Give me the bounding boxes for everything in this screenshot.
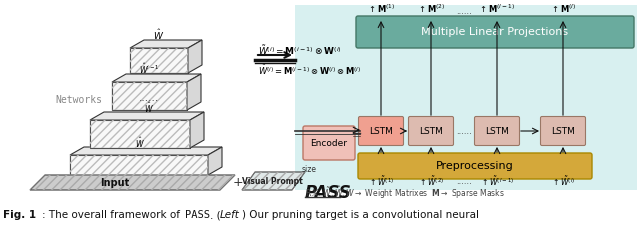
Text: $\uparrow\mathbf{M}^{(l-1)}$: $\uparrow\mathbf{M}^{(l-1)}$: [478, 2, 516, 15]
Text: $\hat{W}$: $\hat{W}$: [135, 136, 145, 150]
Text: LSTM: LSTM: [551, 126, 575, 136]
Text: Preprocessing: Preprocessing: [436, 161, 514, 171]
Polygon shape: [90, 112, 204, 120]
Text: Networks: Networks: [55, 95, 102, 105]
Text: $\hat{W}^{(i)} = \mathbf{M}^{(i-1)} \otimes \mathbf{W}^{(i)} \otimes \mathbf{M}^: $\hat{W}^{(i)} = \mathbf{M}^{(i-1)} \oti…: [258, 63, 362, 77]
FancyBboxPatch shape: [295, 5, 637, 190]
Text: $\hat{W}$: $\hat{W}$: [154, 27, 164, 42]
FancyBboxPatch shape: [358, 116, 403, 146]
Text: ......: ......: [139, 93, 159, 103]
Polygon shape: [112, 82, 187, 110]
Text: $\uparrow\tilde{W}^{(l)}$: $\uparrow\tilde{W}^{(l)}$: [551, 174, 575, 188]
Polygon shape: [130, 40, 202, 48]
Text: ) Our pruning target is a convolutional neural: ) Our pruning target is a convolutional …: [242, 210, 479, 220]
Text: ......: ......: [456, 7, 472, 16]
Text: $\tilde{W}^{(i)} = \mathbf{M}^{(i-1)} \otimes \mathbf{W}^{(i)}$: $\tilde{W}^{(i)} = \mathbf{M}^{(i-1)} \o…: [258, 43, 342, 57]
FancyBboxPatch shape: [303, 126, 355, 160]
Text: : The overall framework of: : The overall framework of: [42, 210, 183, 220]
FancyBboxPatch shape: [358, 153, 592, 179]
Text: $\hat{W}^{i-1}$: $\hat{W}^{i-1}$: [139, 62, 159, 76]
Polygon shape: [112, 74, 201, 82]
Text: $\uparrow\mathbf{M}^{(2)}$: $\uparrow\mathbf{M}^{(2)}$: [417, 2, 445, 15]
Polygon shape: [90, 120, 190, 148]
Polygon shape: [208, 147, 222, 175]
FancyBboxPatch shape: [408, 116, 454, 146]
Text: PASS: PASS: [185, 210, 210, 220]
FancyBboxPatch shape: [474, 116, 520, 146]
Text: Fig. 1: Fig. 1: [3, 210, 36, 220]
Text: LSTM: LSTM: [419, 126, 443, 136]
Polygon shape: [70, 147, 222, 155]
Text: Visual Prompt: Visual Prompt: [242, 177, 302, 185]
Text: $\uparrow\mathbf{M}^{(l)}$: $\uparrow\mathbf{M}^{(l)}$: [550, 2, 576, 15]
Text: +: +: [233, 177, 243, 190]
Text: R.K. $\tilde{W}, \hat{W}, W \rightarrow$ Weight Matrixes  $\mathbf{M} \rightarro: R.K. $\tilde{W}, \hat{W}, W \rightarrow$…: [305, 185, 505, 201]
Text: ......: ......: [456, 126, 472, 136]
Polygon shape: [190, 112, 204, 148]
Polygon shape: [188, 40, 202, 73]
Polygon shape: [187, 74, 201, 110]
Text: Input: Input: [100, 178, 130, 188]
Text: $\hat{W}$: $\hat{W}$: [144, 101, 154, 115]
Polygon shape: [130, 48, 188, 73]
Polygon shape: [70, 155, 208, 175]
Text: LSTM: LSTM: [369, 126, 393, 136]
Text: . (: . (: [210, 210, 221, 220]
FancyBboxPatch shape: [356, 16, 634, 48]
Text: size: size: [302, 165, 317, 175]
Polygon shape: [30, 175, 235, 190]
FancyBboxPatch shape: [541, 116, 586, 146]
Text: LSTM: LSTM: [485, 126, 509, 136]
Text: ......: ......: [456, 177, 472, 185]
Text: Multiple Linear Projections: Multiple Linear Projections: [421, 27, 568, 37]
Text: $\uparrow\mathbf{M}^{(1)}$: $\uparrow\mathbf{M}^{(1)}$: [367, 2, 396, 15]
Polygon shape: [242, 172, 305, 190]
Text: Left: Left: [220, 210, 240, 220]
Text: $\uparrow\tilde{W}^{(1)}$: $\uparrow\tilde{W}^{(1)}$: [368, 174, 394, 188]
Text: $\uparrow\tilde{W}^{(l-1)}$: $\uparrow\tilde{W}^{(l-1)}$: [480, 174, 514, 188]
Text: Encoder: Encoder: [310, 138, 348, 148]
Text: PASS: PASS: [305, 184, 352, 202]
Text: $\uparrow\tilde{W}^{(2)}$: $\uparrow\tilde{W}^{(2)}$: [418, 174, 444, 188]
